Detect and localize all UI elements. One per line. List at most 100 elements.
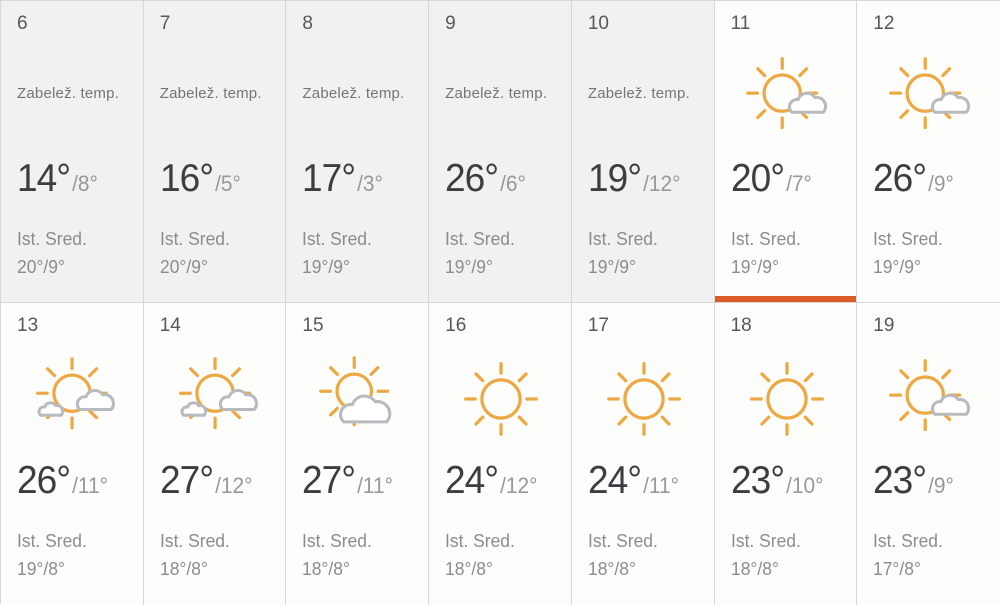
low-temp: /9° (928, 171, 955, 196)
low-temp: /12° (214, 473, 253, 498)
historical-average: Ist. Sred. 19°/9° (588, 225, 697, 281)
low-temp: /12° (500, 473, 538, 498)
high-temp: 26° (17, 459, 71, 502)
temperature: 19° /12° (588, 157, 695, 209)
high-temp: 14° (17, 157, 71, 200)
historical-average-temps: 18°/8° (445, 559, 494, 579)
day-number: 18 (730, 315, 752, 336)
historical-average-label: Ist. Sred. (873, 229, 944, 249)
temperature: 26° /9° (873, 157, 981, 209)
sun-big-cloud-icon (316, 354, 402, 442)
day-cell-15[interactable]: 15 27° /11° Ist. Sred. 18°/8° (286, 303, 430, 605)
high-temp: 27° (159, 459, 214, 502)
recorded-temp-label: Zabelež. temp. (587, 84, 690, 102)
temperature: 27° /11° (302, 459, 409, 511)
sun-icon (744, 354, 830, 442)
historical-average-temps: 20°/9° (159, 257, 208, 277)
historical-average-label: Ist. Sred. (17, 531, 87, 551)
temperature: 17° /3° (302, 157, 409, 209)
high-temp: 17° (302, 157, 356, 200)
day-number: 16 (445, 315, 467, 336)
day-number: 15 (302, 315, 324, 336)
sun-icon (601, 354, 687, 442)
day-cell-16[interactable]: 16 24° /12° Ist. Sred. 18°/8° (429, 303, 572, 605)
historical-average-temps: 19°/9° (587, 257, 636, 277)
day-cell-18[interactable]: 18 23° /10° Ist. Sred. 18°/8° (714, 303, 858, 605)
historical-average-label: Ist. Sred. (873, 531, 944, 551)
historical-average-temps: 18°/8° (159, 559, 208, 579)
historical-average-temps: 18°/8° (730, 559, 779, 579)
historical-average-label: Ist. Sred. (159, 531, 230, 551)
high-temp: 19° (587, 157, 642, 200)
historical-average: Ist. Sred. 19°/9° (873, 225, 983, 281)
day-cell-7[interactable]: 7 Zabelež. temp. 16° /5° Ist. Sred. 20°/… (143, 1, 287, 303)
high-temp: 26° (445, 157, 499, 200)
historical-average-label: Ist. Sred. (159, 229, 230, 249)
historical-average-temps: 18°/8° (302, 559, 351, 579)
high-temp: 20° (730, 157, 785, 200)
day-cell-19[interactable]: 19 23° /9° Ist. Sred. 17°/8° (857, 303, 1000, 605)
historical-average-temps: 19°/9° (730, 257, 779, 277)
temperature: 26° /11° (17, 459, 124, 511)
historical-average-label: Ist. Sred. (445, 229, 516, 249)
day-cell-6[interactable]: 6 Zabelež. temp. 14° /8° Ist. Sred. 20°/… (1, 1, 144, 303)
high-temp: 23° (873, 459, 927, 502)
temperature: 23° /9° (873, 459, 981, 511)
historical-average: Ist. Sred. 19°/9° (731, 225, 840, 281)
historical-average: Ist. Sred. 18°/8° (445, 527, 554, 583)
day-number: 6 (17, 13, 28, 34)
day-number: 13 (17, 315, 39, 336)
day-cell-10[interactable]: 10 Zabelež. temp. 19° /12° Ist. Sred. 19… (571, 1, 715, 303)
sun-two-clouds-icon (30, 354, 116, 442)
sun-cloud-icon (887, 52, 973, 140)
day-cell-17[interactable]: 17 24° /11° Ist. Sred. 18°/8° (571, 303, 715, 605)
sun-two-clouds-icon (173, 354, 259, 442)
sun-cloud-icon (887, 354, 973, 442)
historical-average-label: Ist. Sred. (730, 229, 801, 249)
day-cell-9[interactable]: 9 Zabelež. temp. 26° /6° Ist. Sred. 19°/… (429, 1, 572, 303)
day-number: 7 (159, 13, 171, 34)
temperature: 27° /12° (160, 459, 267, 511)
historical-average-temps: 19°/8° (17, 559, 65, 579)
temperature: 20° /7° (731, 157, 838, 209)
historical-average: Ist. Sred. 20°/9° (17, 225, 126, 281)
historical-average: Ist. Sred. 19°/9° (445, 225, 554, 281)
low-temp: /7° (785, 171, 812, 196)
day-number: 10 (587, 13, 609, 34)
day-number: 19 (873, 315, 895, 336)
low-temp: /3° (357, 171, 384, 196)
low-temp: /10° (785, 473, 824, 498)
low-temp: /11° (72, 473, 108, 498)
low-temp: /11° (642, 473, 679, 498)
historical-average-temps: 19°/9° (873, 257, 922, 277)
historical-average: Ist. Sred. 19°/9° (302, 225, 411, 281)
day-number: 17 (587, 315, 609, 336)
historical-average-temps: 18°/8° (587, 559, 636, 579)
day-number: 12 (873, 13, 895, 34)
historical-average-temps: 19°/9° (445, 257, 494, 277)
historical-average-label: Ist. Sred. (17, 229, 87, 249)
recorded-temp-label: Zabelež. temp. (445, 84, 548, 102)
day-cell-13[interactable]: 13 26° /11° Ist. Sred. 19°/8° (1, 303, 144, 605)
day-cell-14[interactable]: 14 27° /12° Ist. Sred. 18°/8° (143, 303, 287, 605)
historical-average: Ist. Sred. 18°/8° (302, 527, 411, 583)
day-cell-8[interactable]: 8 Zabelež. temp. 17° /3° Ist. Sred. 19°/… (286, 1, 430, 303)
day-cell-11[interactable]: 11 20° /7° Ist. Sred. 19°/9° (714, 1, 858, 303)
temperature: 14° /8° (17, 157, 124, 209)
historical-average-label: Ist. Sred. (730, 531, 801, 551)
low-temp: /6° (500, 171, 527, 196)
sun-icon (458, 354, 544, 442)
recorded-temp-label: Zabelež. temp. (17, 84, 120, 102)
high-temp: 24° (587, 459, 642, 502)
high-temp: 23° (730, 459, 785, 502)
historical-average: Ist. Sred. 18°/8° (731, 527, 840, 583)
day-cell-12[interactable]: 12 26° /9° Ist. Sred. 19°/9° (857, 1, 1000, 303)
day-number: 8 (302, 13, 313, 34)
high-temp: 26° (873, 157, 927, 200)
recorded-temp-label: Zabelež. temp. (159, 84, 262, 102)
historical-average: Ist. Sred. 18°/8° (160, 527, 269, 583)
historical-average: Ist. Sred. 18°/8° (588, 527, 697, 583)
sun-cloud-icon (744, 52, 830, 140)
historical-average-label: Ist. Sred. (302, 531, 373, 551)
